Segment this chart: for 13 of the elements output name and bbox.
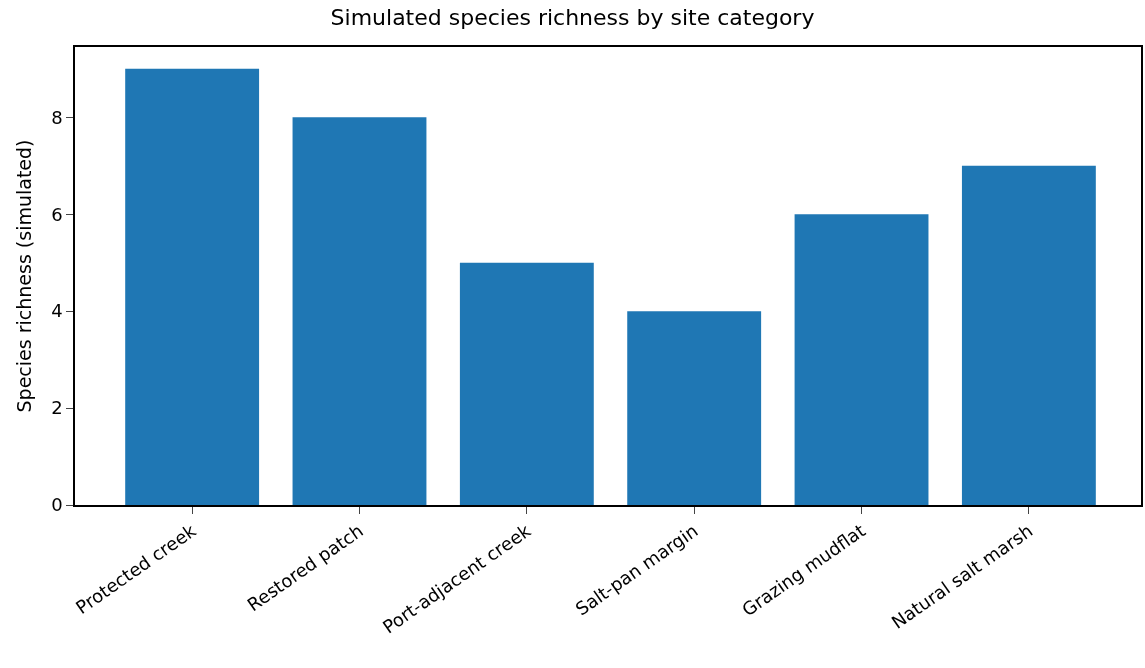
bar xyxy=(961,165,1096,505)
chart-title: Simulated species richness by site category xyxy=(330,5,815,31)
y-tick-label: 0 xyxy=(51,494,63,516)
y-tick-label: 6 xyxy=(51,203,63,225)
bar xyxy=(125,68,260,505)
y-tick-label: 2 xyxy=(51,397,63,419)
bar xyxy=(292,117,427,505)
bar xyxy=(794,214,929,505)
bar xyxy=(459,262,594,505)
y-tick-label: 8 xyxy=(51,106,63,128)
bar xyxy=(627,311,762,505)
y-tick-label: 4 xyxy=(51,300,63,322)
y-axis-title: Species richness (simulated) xyxy=(12,139,35,413)
